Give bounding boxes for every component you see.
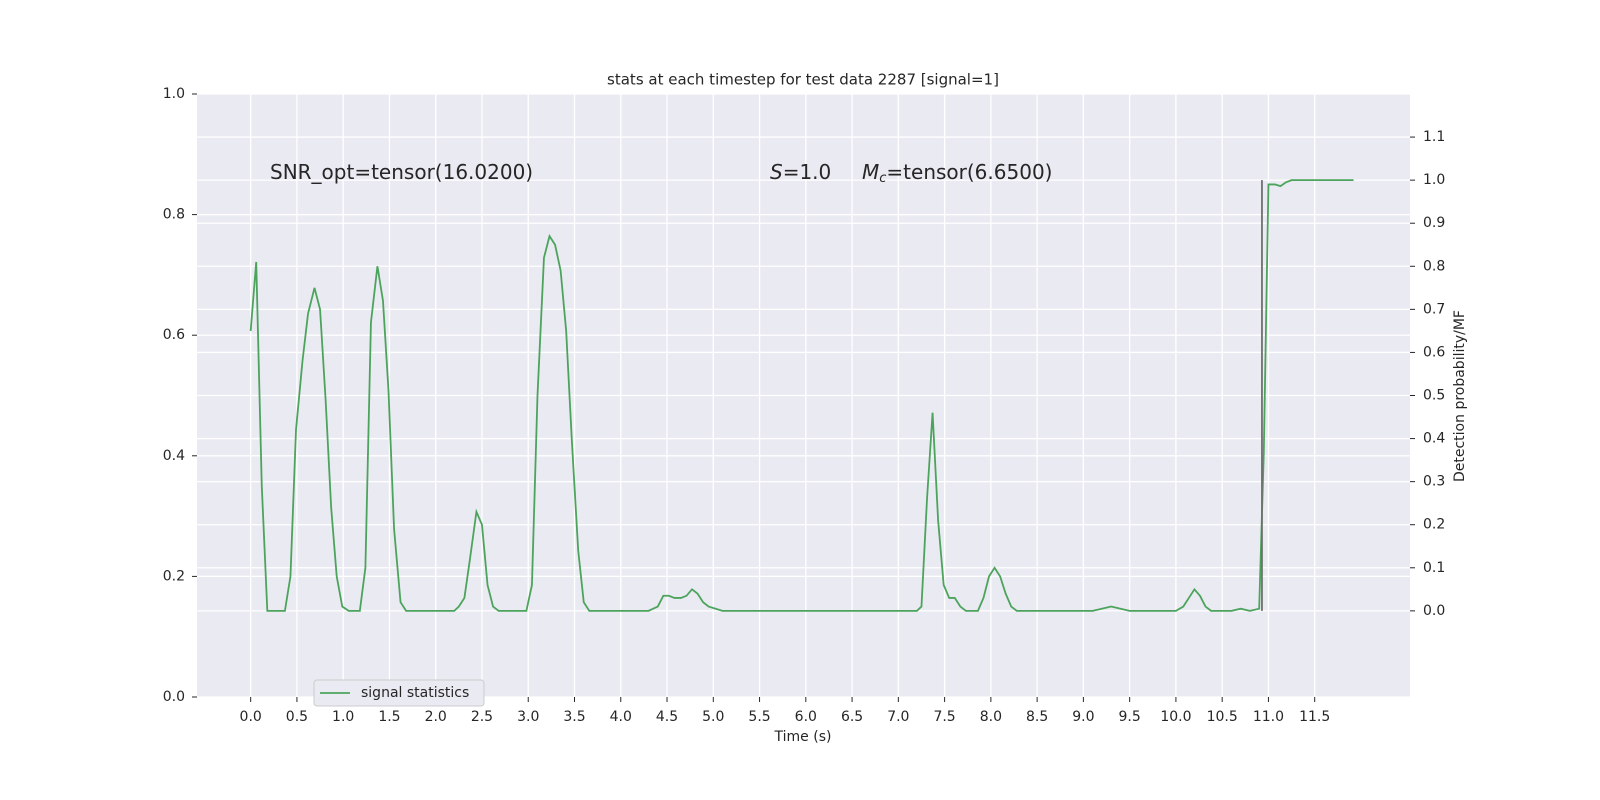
marks [249, 179, 1354, 612]
x-tick-label: 9.5 [1119, 709, 1141, 725]
annotation-subscript: c [879, 171, 886, 186]
y2-tick-label: 1.1 [1423, 129, 1445, 145]
y-tick-label: 1.0 [163, 86, 185, 102]
y-tick-label: 0.6 [163, 327, 185, 343]
x-tick-label: 6.5 [841, 709, 863, 725]
y2-tick-label: 0.2 [1423, 517, 1445, 533]
y2-tick-label: 0.3 [1423, 474, 1445, 490]
legend-label: signal statistics [361, 685, 469, 701]
x-tick-label: 0.0 [240, 709, 262, 725]
legend: signal statistics [313, 679, 485, 707]
y2-tick-label: 0.4 [1423, 431, 1445, 447]
annotation: SNR_opt=tensor(16.0200) [270, 160, 533, 184]
annotation: Mc=tensor(6.6500) [862, 160, 1052, 186]
x-tick-label: 10.5 [1207, 709, 1238, 725]
x-axis-label: Time (s) [774, 729, 832, 745]
y2-tick-label: 0.0 [1423, 603, 1445, 619]
x-tick-label: 8.5 [1026, 709, 1048, 725]
chart-title: stats at each timestep for test data 228… [607, 71, 999, 89]
annotation-symbol: M [862, 160, 879, 184]
y-tick-label: 0.4 [163, 448, 185, 464]
legend-box [313, 679, 485, 707]
y2-tick-label: 0.6 [1423, 344, 1445, 360]
x-tick-label: 8.0 [980, 709, 1002, 725]
annotation-text: =1.0 [783, 160, 832, 184]
y-tick-label: 0.2 [163, 568, 185, 584]
x-tick-label: 2.5 [471, 709, 493, 725]
y2-tick-label: 1.0 [1423, 172, 1445, 188]
x-tick-label: 3.0 [517, 709, 539, 725]
x-tick-label: 0.5 [286, 709, 308, 725]
annotation-text: SNR_opt=tensor(16.0200) [270, 160, 533, 184]
x-tick-label: 5.0 [702, 709, 724, 725]
annotation-text: =tensor(6.6500) [886, 160, 1052, 184]
x-tick-label: 6.0 [795, 709, 817, 725]
x-tick-label: 11.0 [1253, 709, 1284, 725]
y2-tick-label: 0.1 [1423, 560, 1445, 576]
series-line [249, 179, 1354, 612]
y-tick-label: 0.0 [163, 689, 185, 705]
x-tick-label: 2.0 [425, 709, 447, 725]
y2-axis-label: Detection probability/MF [1452, 310, 1468, 482]
x-tick-label: 4.5 [656, 709, 678, 725]
x-tick-label: 7.0 [887, 709, 909, 725]
x-tick-label: 3.5 [563, 709, 585, 725]
x-tick-label: 10.0 [1160, 709, 1191, 725]
x-tick-label: 7.5 [933, 709, 955, 725]
y2-tick-label: 0.7 [1423, 301, 1445, 317]
annotation: S=1.0 [770, 160, 831, 184]
x-tick-label: 9.0 [1072, 709, 1094, 725]
x-tick-label: 11.5 [1299, 709, 1330, 725]
x-tick-label: 1.5 [378, 709, 400, 725]
y2-tick-label: 0.5 [1423, 388, 1445, 404]
grid [197, 93, 1410, 698]
y2-tick-label: 0.8 [1423, 258, 1445, 274]
x-tick-label: 5.5 [748, 709, 770, 725]
y-tick-label: 0.8 [163, 207, 185, 223]
annotation-symbol: S [770, 160, 783, 184]
x-tick-label: 1.0 [332, 709, 354, 725]
x-tick-label: 4.0 [610, 709, 632, 725]
y2-tick-label: 0.9 [1423, 215, 1445, 231]
